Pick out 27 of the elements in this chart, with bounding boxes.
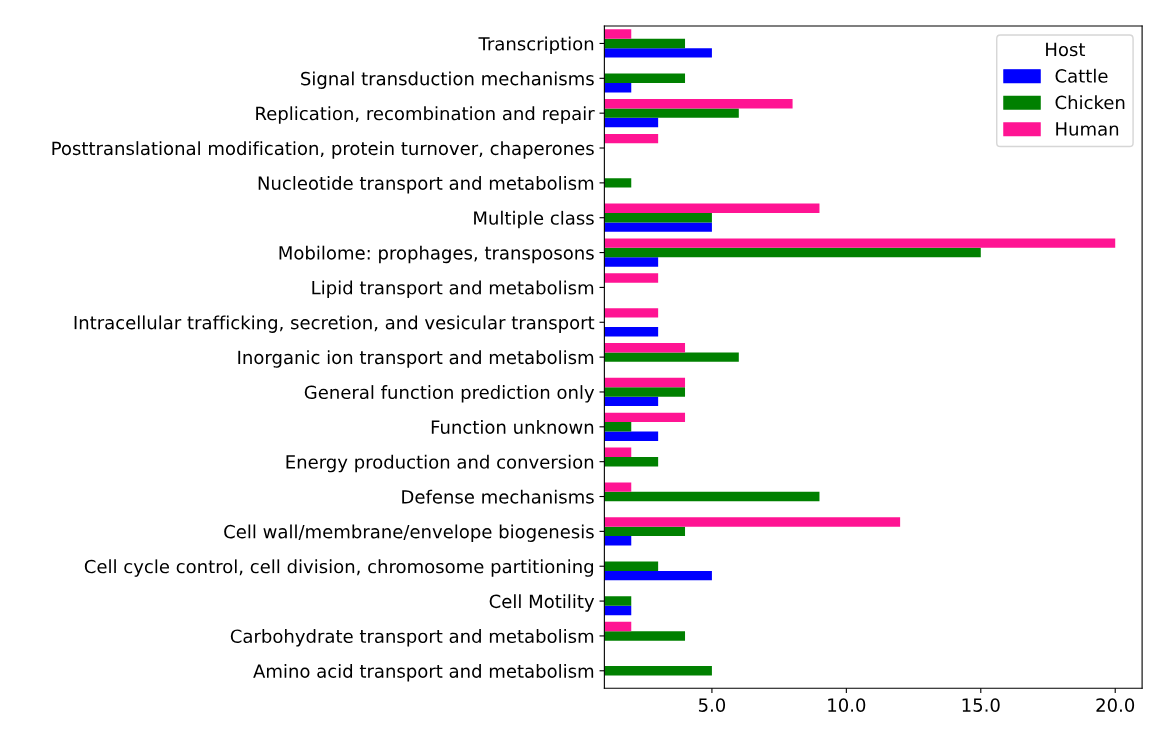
legend-label: Human: [1056, 122, 1119, 136]
y-tick-label: Signal transduction mechanisms: [301, 71, 594, 89]
y-tick-label: Energy production and conversion: [286, 454, 594, 473]
y-tick-label: Carbohydrate transport and metabolism: [230, 629, 594, 647]
y-tick-label: Posttranslational modification, protein turnover, chaperones: [52, 141, 594, 159]
y-tick-label: General function prediction only: [304, 385, 595, 403]
y-tick-label: Function unknown: [431, 419, 594, 434]
legend-title: Host: [1046, 42, 1086, 57]
y-tick-label: Cell Motility: [489, 594, 595, 612]
y-tick-label: Cell cycle control, cell division, chromosome partitioning: [84, 559, 594, 577]
y-tick-label: Intracellular trafficking, secretion, and vesicular transport: [74, 315, 595, 333]
y-tick-label: Defense mechanisms: [402, 489, 594, 504]
legend-label: Cattle: [1055, 68, 1108, 83]
y-tick-label: Transcription: [478, 36, 594, 55]
x-tick-label: 15.0: [962, 698, 1000, 712]
y-tick-label: Inorganic ion transport and metabolism: [238, 350, 594, 368]
y-tick-label: Cell wall/membrane/envelope biogenesis: [224, 524, 594, 542]
y-tick-label: Multiple class: [474, 210, 594, 229]
x-tick-label: 5.0: [698, 698, 726, 712]
y-tick-label: Replication, recombination and repair: [256, 106, 595, 124]
y-tick-label: Nucleotide transport and metabolism: [258, 176, 594, 194]
y-tick-label: Amino acid transport and metabolism: [253, 663, 594, 682]
legend-label: Chicken: [1055, 95, 1125, 110]
x-tick-label: 10.0: [828, 698, 866, 712]
x-tick-label: 20.0: [1096, 698, 1135, 712]
y-tick-label: Mobilome: prophages, transposons: [279, 245, 594, 264]
y-tick-label: Lipid transport and metabolism: [312, 280, 594, 299]
